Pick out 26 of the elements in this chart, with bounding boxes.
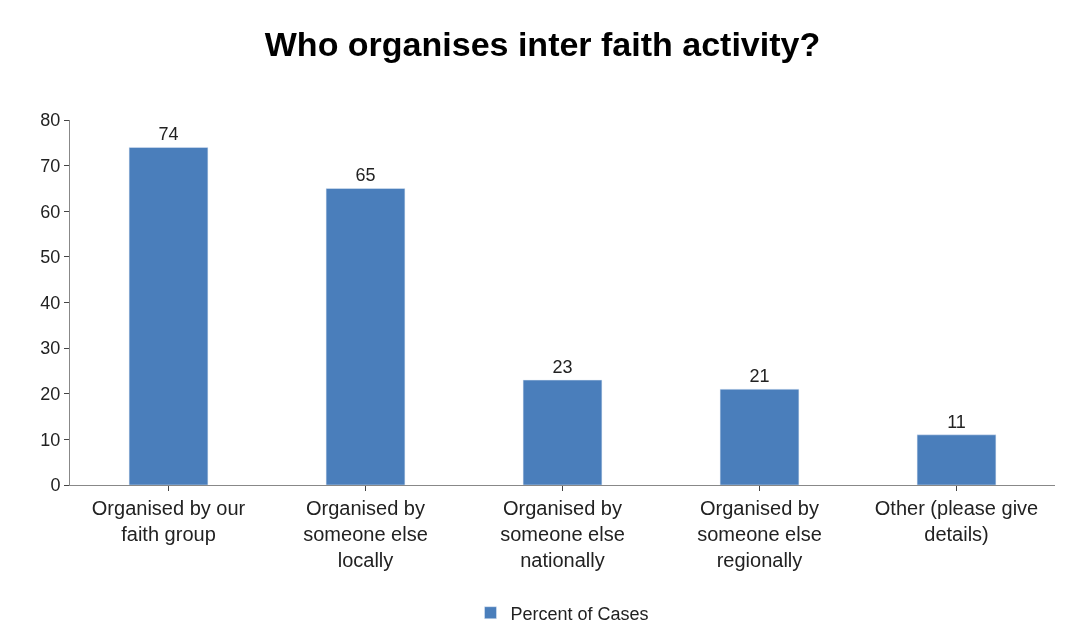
data-label: 23 [552, 357, 573, 378]
data-label: 74 [158, 124, 179, 145]
y-tick-label: 40 [40, 292, 61, 313]
y-tick-label: 50 [40, 247, 61, 268]
x-tick-label: Organised by someone else regionally [697, 497, 822, 571]
bar [719, 388, 800, 485]
y-tick-label: 0 [50, 475, 61, 496]
y-tick-label: 60 [40, 201, 61, 222]
y-tick-label: 30 [40, 338, 61, 359]
y-tick-label: 10 [40, 429, 61, 450]
legend-label: Percent of Cases [510, 603, 649, 624]
bar [128, 147, 209, 485]
bar [916, 434, 997, 485]
data-label: 65 [355, 165, 376, 186]
y-tick-label: 20 [40, 384, 61, 405]
x-tick-label: Organised by our faith group [91, 497, 246, 545]
y-tick-label: 70 [40, 155, 61, 176]
x-tick-label: Other (please give details) [874, 497, 1039, 545]
bar [325, 188, 406, 485]
data-label: 11 [947, 411, 966, 432]
x-tick-label: Organised by someone else locally [303, 497, 428, 571]
data-label: 21 [749, 366, 770, 387]
bar [522, 379, 603, 485]
x-tick-label: Organised by someone else nationally [500, 497, 625, 571]
chart-title: Who organises inter faith activity? [264, 24, 821, 63]
y-tick-label: 80 [40, 110, 61, 131]
